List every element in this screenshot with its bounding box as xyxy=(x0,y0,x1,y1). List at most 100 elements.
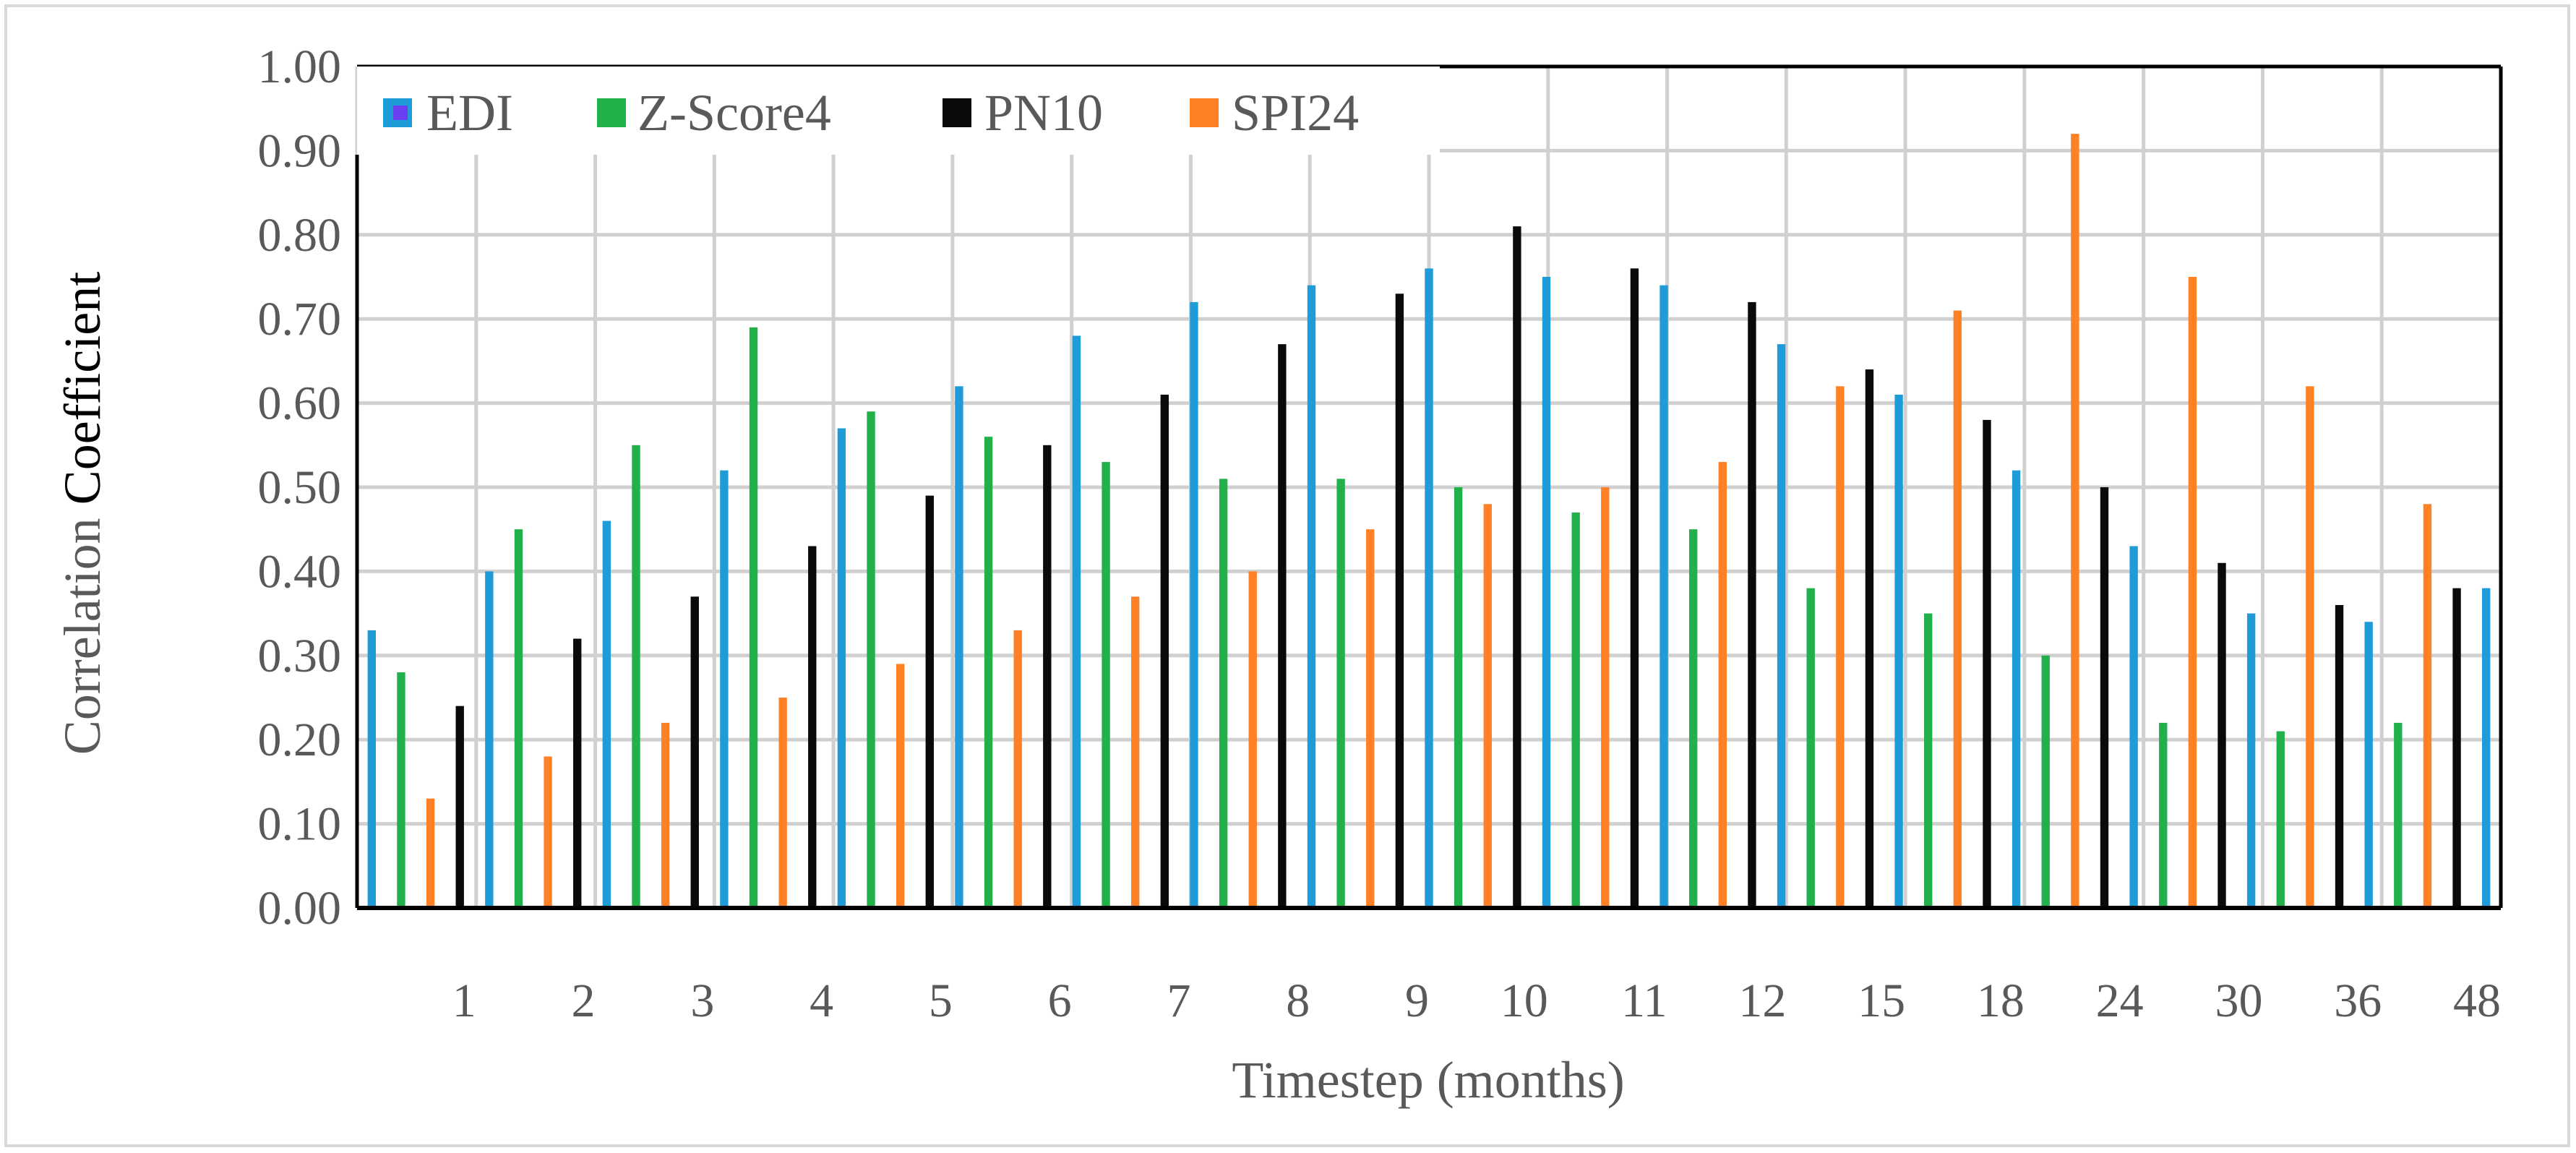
x-tick-label: 48 xyxy=(2453,974,2501,1027)
bar-pn10 xyxy=(455,706,464,908)
bar-edi xyxy=(720,470,729,908)
bar-pn10 xyxy=(2335,604,2344,908)
bar-spi24 xyxy=(1013,630,1022,908)
x-tick-label: 36 xyxy=(2334,974,2382,1027)
bar-z-score4 xyxy=(1688,529,1698,908)
bar-z-score4 xyxy=(2394,722,2403,908)
y-tick-label: 0.00 xyxy=(258,882,342,935)
bar-spi24 xyxy=(661,722,670,908)
bar-spi24 xyxy=(2306,386,2314,908)
bar-spi24 xyxy=(1836,386,1845,908)
legend-swatch-spi24 xyxy=(1190,98,1219,127)
x-tick-labels: 1 2 3 4 5 6 7 8 9 10 11 12 15 18 24 30 36 48 xyxy=(452,974,2501,1027)
legend-item-spi24: SPI24 xyxy=(1190,84,1359,142)
x-tick-label: 7 xyxy=(1167,974,1190,1027)
bar-pn10 xyxy=(1630,268,1639,908)
bar-pn10 xyxy=(1160,394,1169,908)
bar-spi24 xyxy=(2188,277,2197,908)
bar-edi xyxy=(1894,394,1903,908)
bar-z-score4 xyxy=(1806,588,1815,908)
x-tick-label: 9 xyxy=(1405,974,1429,1027)
bar-z-score4 xyxy=(749,327,758,909)
bar-edi xyxy=(1777,344,1786,908)
x-tick-label: 10 xyxy=(1500,974,1548,1027)
bar-pn10 xyxy=(1043,445,1052,908)
legend-item-pn10: PN10 xyxy=(943,84,1103,142)
bar-z-score4 xyxy=(1219,479,1228,908)
bar-z-score4 xyxy=(1924,613,1933,908)
bar-z-score4 xyxy=(867,411,875,908)
bar-spi24 xyxy=(544,756,552,908)
bar-z-score4 xyxy=(1102,462,1110,908)
y-tick-label: 1.00 xyxy=(258,40,342,93)
y-tick-label: 0.30 xyxy=(258,630,342,682)
legend-background xyxy=(357,67,1440,155)
bar-pn10 xyxy=(1865,369,1874,908)
bar-series xyxy=(367,134,2491,909)
bar-pn10 xyxy=(573,638,582,908)
y-axis-title: Correlation Coefficient xyxy=(53,272,111,755)
bar-edi xyxy=(1660,285,1668,908)
y-tick-label: 0.10 xyxy=(258,798,342,851)
bar-z-score4 xyxy=(397,672,405,908)
legend-swatch-edi-inner xyxy=(393,106,408,120)
bar-edi xyxy=(2246,613,2256,908)
legend-label-pn10: PN10 xyxy=(984,84,1103,142)
legend-swatch-pn10 xyxy=(943,98,971,127)
bar-spi24 xyxy=(426,798,435,908)
bar-pn10 xyxy=(808,546,817,908)
bar-edi xyxy=(955,386,963,908)
x-tick-label: 24 xyxy=(2096,974,2144,1027)
bar-z-score4 xyxy=(984,437,993,908)
x-axis-title: Timestep (months) xyxy=(1232,1051,1624,1109)
bar-edi xyxy=(2129,546,2138,908)
bar-pn10 xyxy=(2217,562,2226,908)
y-axis-title-part-2: Coefficient xyxy=(53,272,111,505)
bar-pn10 xyxy=(690,596,699,908)
x-tick-label: 1 xyxy=(452,974,476,1027)
bar-edi xyxy=(2364,622,2373,908)
y-tick-label: 0.60 xyxy=(258,377,342,430)
y-tick-label: 0.20 xyxy=(258,713,342,766)
bar-edi xyxy=(1190,301,1198,908)
bar-z-score4 xyxy=(2159,722,2168,908)
x-tick-label: 30 xyxy=(2215,974,2262,1027)
bar-spi24 xyxy=(1601,487,1610,908)
bar-edi xyxy=(2481,588,2491,908)
bar-pn10 xyxy=(1983,419,1991,908)
y-tick-label: 0.50 xyxy=(258,461,342,514)
x-tick-label: 18 xyxy=(1977,974,2025,1027)
x-tick-label: 2 xyxy=(572,974,596,1027)
bar-spi24 xyxy=(2423,504,2432,908)
bar-spi24 xyxy=(1366,529,1375,908)
bar-z-score4 xyxy=(1571,512,1580,908)
bar-edi xyxy=(1307,285,1316,908)
chart-frame xyxy=(4,4,2570,1147)
bar-pn10 xyxy=(925,495,934,908)
x-tick-label: 8 xyxy=(1286,974,1310,1027)
bar-pn10 xyxy=(1748,301,1756,908)
bar-spi24 xyxy=(1248,571,1257,908)
bar-spi24 xyxy=(778,698,787,908)
bar-z-score4 xyxy=(1336,479,1345,908)
legend: EDI Z-Score4 PN10 SPI24 xyxy=(357,67,1440,155)
bar-z-score4 xyxy=(2041,655,2050,908)
legend-label-edi: EDI xyxy=(426,84,513,142)
legend-label-z-score4: Z-Score4 xyxy=(637,84,831,142)
y-tick-label: 0.40 xyxy=(258,545,342,598)
bar-edi xyxy=(837,428,846,908)
y-tick-label: 0.80 xyxy=(258,209,342,262)
bar-pn10 xyxy=(1513,226,1521,908)
bar-pn10 xyxy=(2452,588,2461,908)
bar-z-score4 xyxy=(514,529,523,908)
bar-pn10 xyxy=(2100,487,2109,908)
y-tick-label: 0.70 xyxy=(258,293,342,346)
y-tick-label: 0.90 xyxy=(258,124,342,177)
bar-edi xyxy=(485,571,494,908)
legend-item-edi: EDI xyxy=(383,84,513,142)
bar-edi xyxy=(367,630,377,908)
bar-spi24 xyxy=(1483,504,1492,908)
legend-swatch-z-score4 xyxy=(597,98,626,127)
x-tick-label: 4 xyxy=(810,974,833,1027)
bar-edi xyxy=(2012,470,2021,908)
